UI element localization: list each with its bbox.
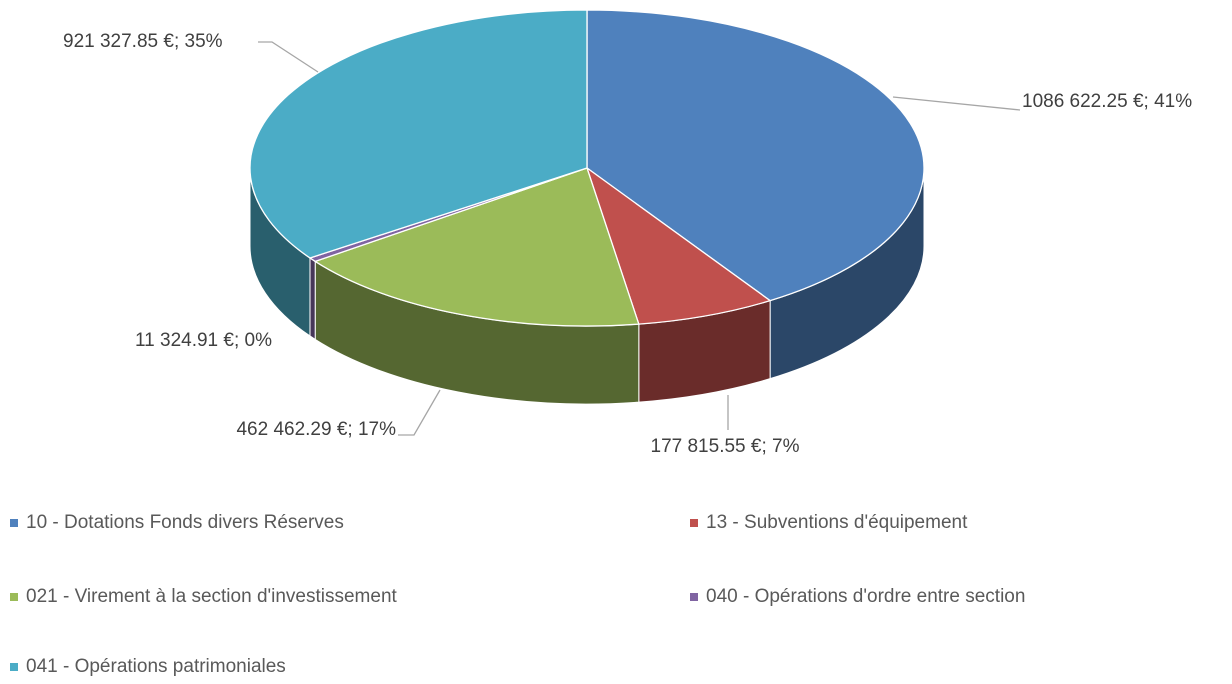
data-label: 921 327.85 €; 35% xyxy=(63,31,223,52)
legend-label: 041 - Opérations patrimoniales xyxy=(26,656,286,677)
data-label: 177 815.55 €; 7% xyxy=(651,436,800,457)
pie-side xyxy=(309,257,316,341)
legend-label: 040 - Opérations d'ordre entre section xyxy=(706,586,1025,607)
pie-slice xyxy=(586,9,925,302)
legend-marker xyxy=(690,593,698,601)
data-label: 1086 622.25 €; 41% xyxy=(1022,91,1192,112)
pie-slice xyxy=(585,166,772,325)
legend-marker xyxy=(690,519,698,527)
leader-line xyxy=(258,41,319,73)
legend-marker xyxy=(10,593,18,601)
data-label: 462 462.29 €; 17% xyxy=(236,419,396,440)
legend-marker xyxy=(10,519,18,527)
legend-label: 021 - Virement à la section d'investisse… xyxy=(26,586,398,607)
legend-label: 13 - Subventions d'équipement xyxy=(706,512,968,533)
leader-line xyxy=(892,96,1021,111)
pie-slice xyxy=(313,167,640,327)
data-label: 11 324.91 €; 0% xyxy=(135,330,272,351)
pie-slice xyxy=(249,9,588,259)
legend-label: 10 - Dotations Fonds divers Réserves xyxy=(26,512,344,533)
legend-marker xyxy=(10,663,18,671)
leader-line xyxy=(398,389,441,436)
